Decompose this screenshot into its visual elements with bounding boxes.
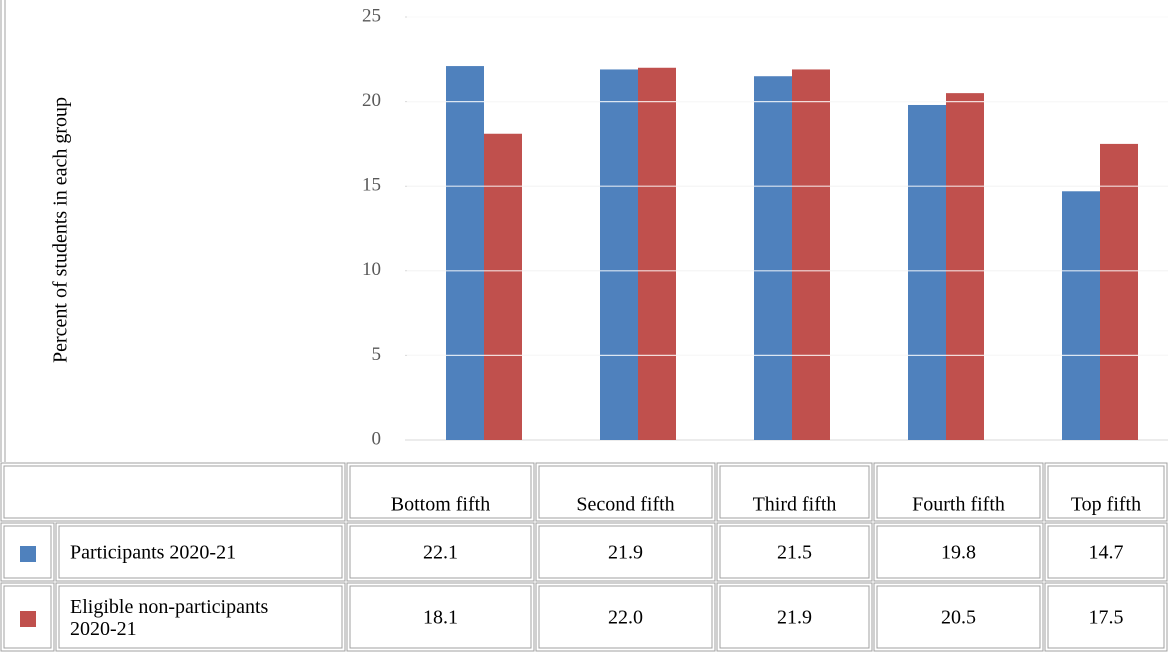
- bar: [446, 66, 484, 441]
- bar: [946, 93, 984, 440]
- table-cell: [719, 465, 870, 519]
- table-cell: [349, 585, 532, 649]
- bar: [484, 133, 522, 441]
- table-cell: [58, 585, 343, 649]
- table-cell: [0, 462, 346, 522]
- table-value: 21.5: [777, 542, 812, 564]
- table-value: 17.5: [1089, 607, 1124, 629]
- table-cell: [873, 582, 1044, 652]
- table-cell: [346, 522, 535, 582]
- column-header: Second fifth: [576, 494, 674, 516]
- y-tick-label: 10: [362, 259, 381, 280]
- table-value: 20.5: [941, 607, 976, 629]
- y-tick-label: 25: [362, 5, 381, 26]
- table-cell: [719, 585, 870, 649]
- table-cell: [3, 525, 52, 579]
- table-cell: [55, 582, 346, 652]
- y-tick-label: 0: [372, 428, 382, 449]
- table-value: 19.8: [941, 542, 976, 564]
- table-cell: [1047, 525, 1165, 579]
- table-cell: [535, 462, 716, 522]
- table-cell: [716, 522, 873, 582]
- table-cell: [346, 582, 535, 652]
- y-axis-label: Percent of students in each group: [50, 97, 72, 363]
- table-cell: [55, 522, 346, 582]
- table-cell: [876, 585, 1041, 649]
- table-cell: [538, 585, 713, 649]
- table-cell: [876, 525, 1041, 579]
- table-cell: [716, 462, 873, 522]
- table-cell: [535, 582, 716, 652]
- table-cell: [873, 522, 1044, 582]
- bar: [754, 76, 792, 440]
- column-header: Third fifth: [753, 494, 837, 516]
- bar: [1100, 143, 1138, 440]
- bar: [1062, 191, 1100, 440]
- row-label: Eligible non-participants 2020-21: [70, 596, 268, 640]
- bar: [792, 69, 830, 441]
- table-cell: [716, 582, 873, 652]
- legend-key: [20, 546, 36, 562]
- table-value: 22.0: [608, 607, 643, 629]
- table-value: 22.1: [423, 542, 458, 564]
- table-cell: [0, 582, 55, 652]
- table-cell: [1047, 585, 1165, 649]
- table-cell: [3, 585, 52, 649]
- bar: [908, 104, 946, 440]
- y-tick-label: 20: [362, 90, 381, 111]
- column-header: Top fifth: [1071, 494, 1141, 516]
- table-cell: [1047, 465, 1165, 519]
- table-value: 21.9: [777, 607, 812, 629]
- table-cell: [346, 462, 535, 522]
- table-cell: [0, 522, 55, 582]
- table-cell: [873, 462, 1044, 522]
- table-cell: [719, 525, 870, 579]
- table-cell: [349, 465, 532, 519]
- table-cell: [1044, 582, 1168, 652]
- row-label: Participants 2020-21: [70, 542, 236, 564]
- y-tick-label: 15: [362, 175, 381, 196]
- table-cell: [3, 465, 343, 519]
- table-cell: [1044, 462, 1168, 522]
- table-cell: [538, 465, 713, 519]
- column-header: Fourth fifth: [912, 494, 1005, 516]
- column-header: Bottom fifth: [391, 494, 490, 516]
- table-cell: [876, 465, 1041, 519]
- table-cell: [538, 525, 713, 579]
- table-cell: [535, 522, 716, 582]
- table-value: 14.7: [1089, 542, 1124, 564]
- legend-key: [20, 611, 36, 627]
- table-cell: [349, 525, 532, 579]
- bar: [638, 67, 676, 440]
- table-value: 18.1: [423, 607, 458, 629]
- table-value: 21.9: [608, 542, 643, 564]
- table-cell: [1044, 522, 1168, 582]
- table-cell: [58, 525, 343, 579]
- y-tick-label: 5: [372, 344, 382, 365]
- bar: [600, 69, 638, 441]
